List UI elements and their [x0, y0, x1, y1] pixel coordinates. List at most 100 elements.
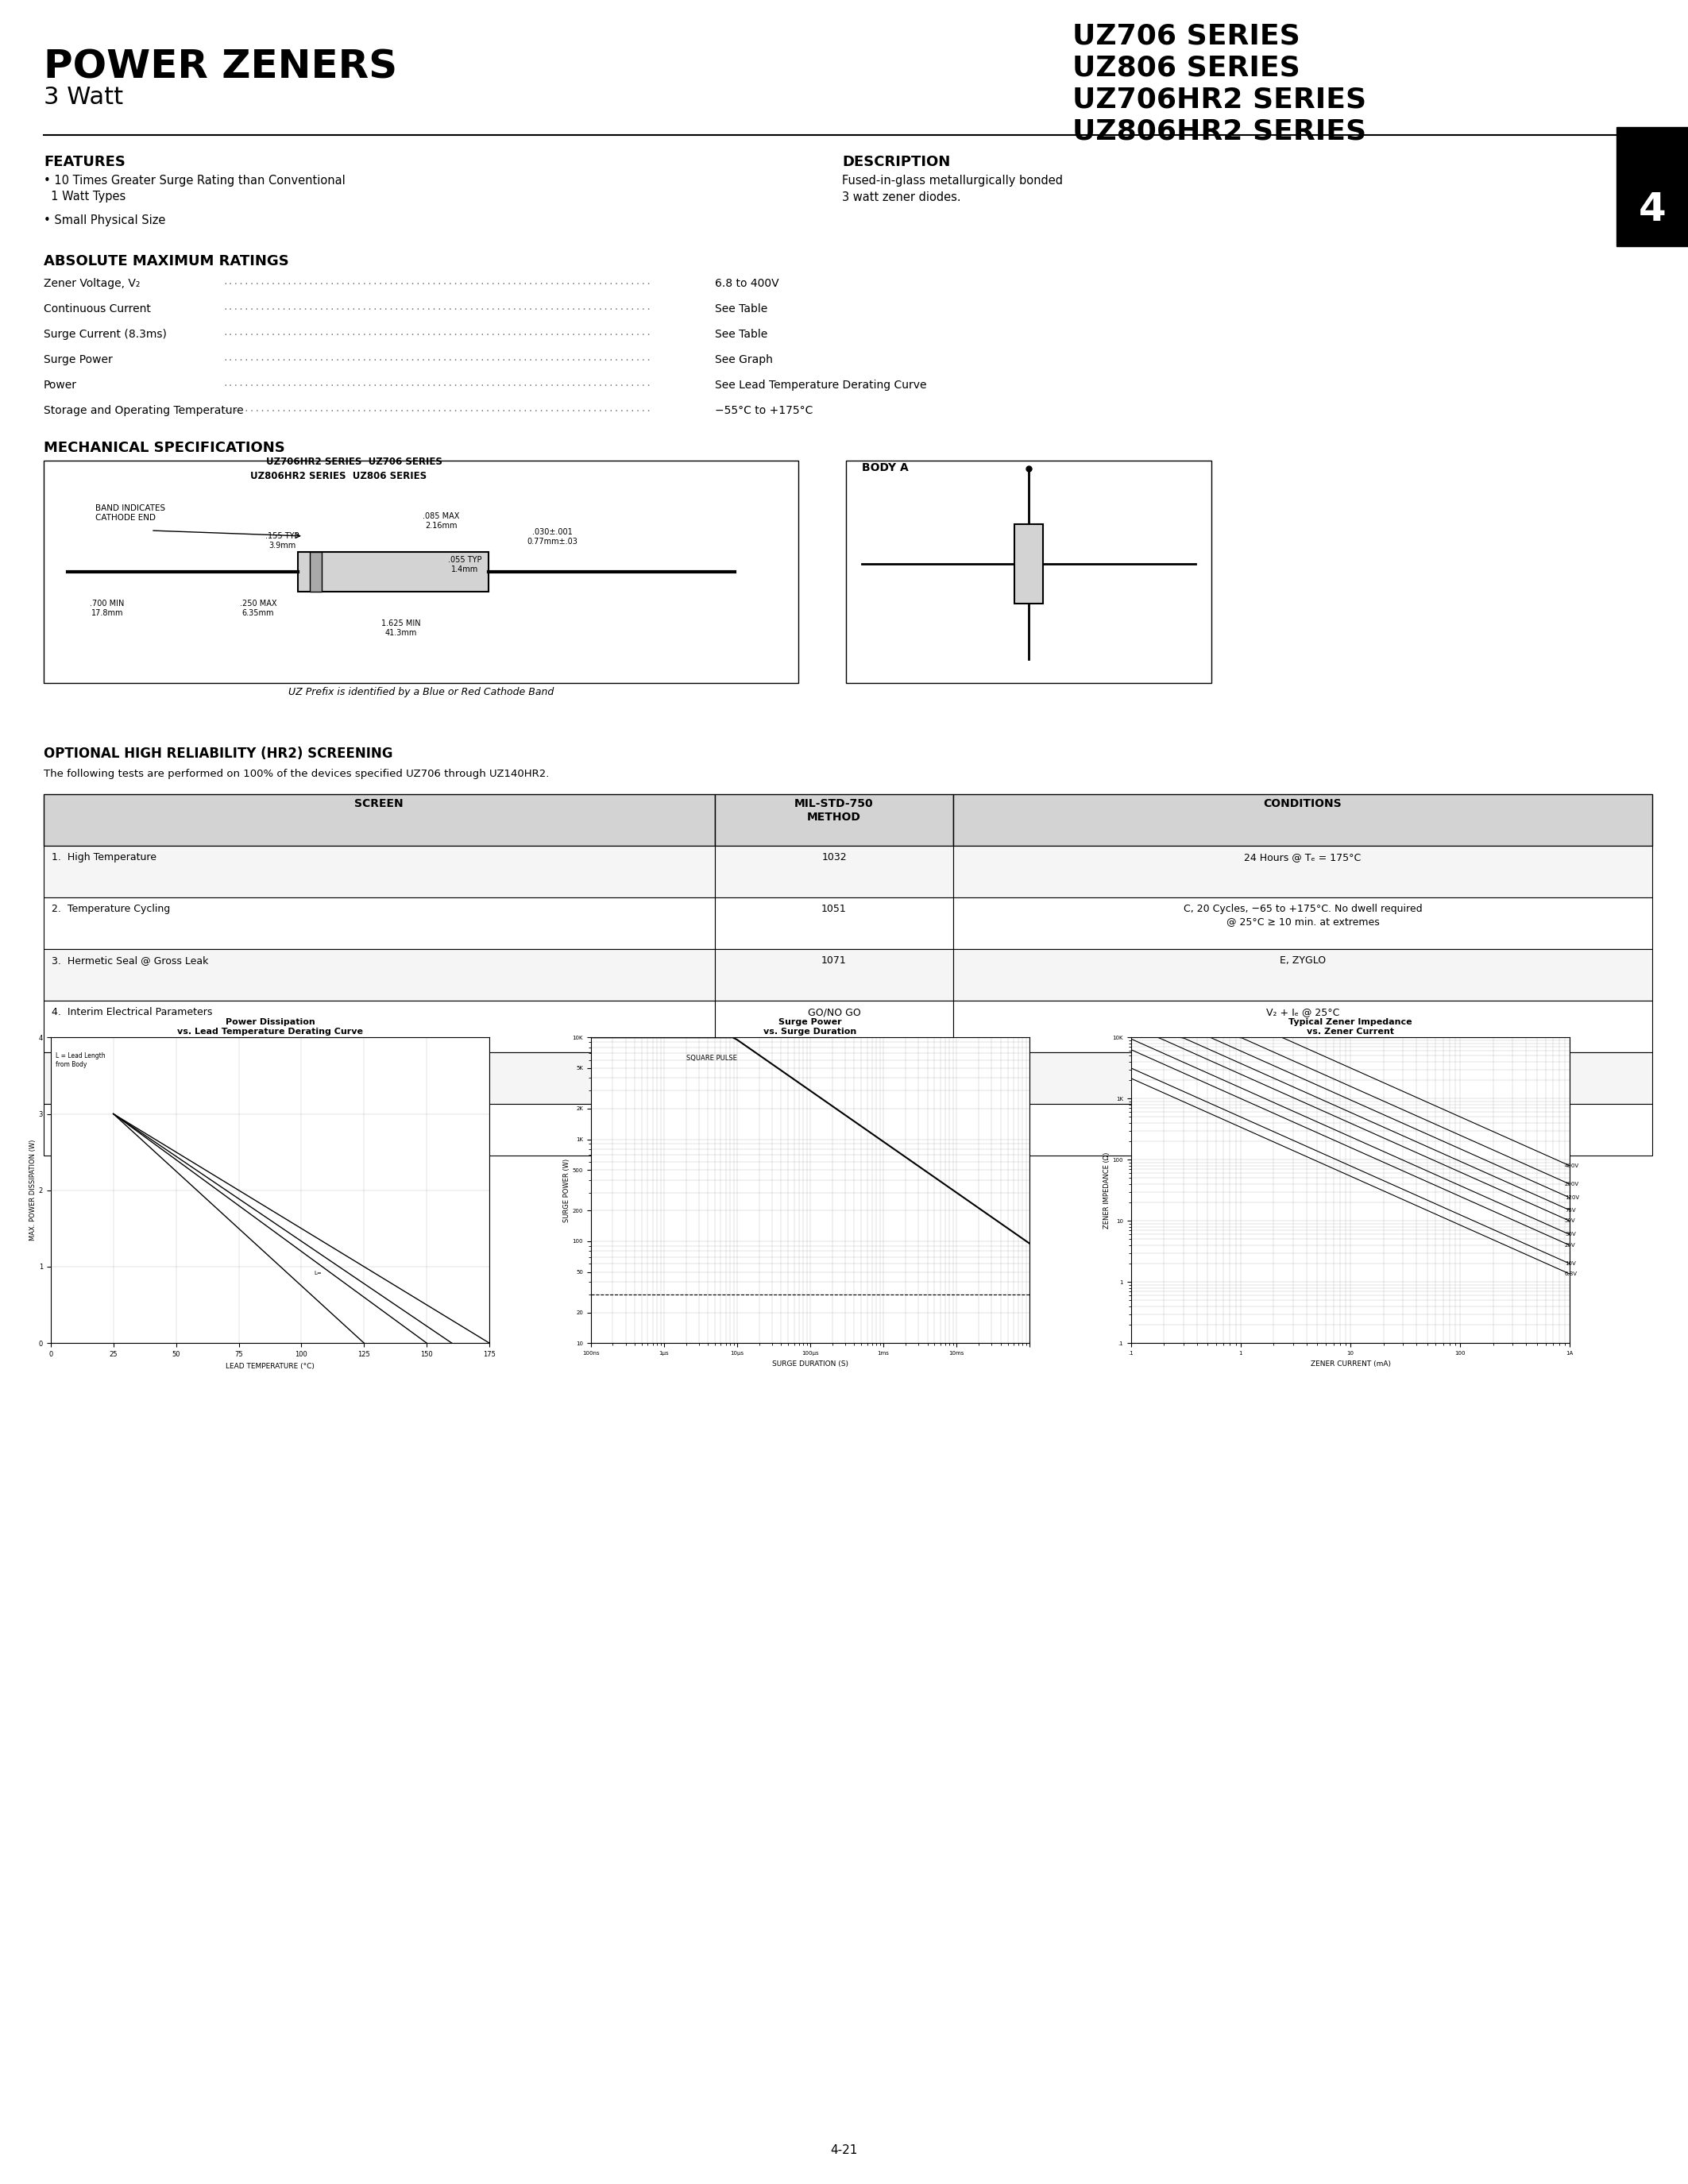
Title: Typical Zener Impedance
vs. Zener Current: Typical Zener Impedance vs. Zener Curren…	[1288, 1018, 1413, 1035]
Y-axis label: ZENER IMPEDANCE (Ω): ZENER IMPEDANCE (Ω)	[1104, 1151, 1111, 1230]
Text: ................................................................................: ........................................…	[223, 354, 652, 363]
Text: 6.8V: 6.8V	[1565, 1271, 1578, 1275]
Text: MIL-STD-750
METHOD: MIL-STD-750 METHOD	[795, 797, 874, 823]
Text: L=: L=	[314, 1271, 322, 1275]
Title: Power Dissipation
vs. Lead Temperature Derating Curve: Power Dissipation vs. Lead Temperature D…	[177, 1018, 363, 1035]
Text: OPTIONAL HIGH RELIABILITY (HR2) SCREENING: OPTIONAL HIGH RELIABILITY (HR2) SCREENIN…	[44, 747, 393, 760]
Text: UZ806HR2 SERIES: UZ806HR2 SERIES	[1072, 118, 1366, 144]
Bar	[44, 461, 798, 684]
Text: L = Lead Length
from Body: L = Lead Length from Body	[56, 1053, 105, 1068]
Bar	[954, 1103, 1653, 1155]
Bar	[954, 845, 1653, 898]
Text: GO/NO GO: GO/NO GO	[807, 1007, 861, 1018]
Bar	[716, 950, 954, 1000]
Text: ................................................................................: ........................................…	[223, 330, 652, 336]
Text: UZ706HR2 SERIES  UZ706 SERIES: UZ706HR2 SERIES UZ706 SERIES	[267, 456, 442, 467]
Text: ................................................................................: ........................................…	[223, 404, 652, 413]
Y-axis label: MAX. POWER DISSIPATION (W): MAX. POWER DISSIPATION (W)	[29, 1140, 37, 1241]
Text: 30V: 30V	[1565, 1232, 1575, 1236]
Text: See Lead Temperature Derating Curve: See Lead Temperature Derating Curve	[716, 380, 927, 391]
Text: 3 Watt: 3 Watt	[44, 85, 123, 109]
Bar	[44, 795, 716, 845]
Text: POWER ZENERS: POWER ZENERS	[44, 48, 397, 85]
Bar	[954, 795, 1653, 845]
Text: Surge Current (8.3ms): Surge Current (8.3ms)	[44, 330, 167, 341]
Text: ................................................................................: ........................................…	[223, 277, 652, 286]
Text: DESCRIPTION: DESCRIPTION	[842, 155, 950, 168]
Bar	[716, 898, 954, 950]
Bar	[954, 1053, 1653, 1103]
Text: MECHANICAL SPECIFICATIONS: MECHANICAL SPECIFICATIONS	[44, 441, 285, 454]
Text: UZ806HR2 SERIES  UZ806 SERIES: UZ806HR2 SERIES UZ806 SERIES	[250, 472, 427, 480]
Text: • 10 Times Greater Surge Rating than Conventional
  1 Watt Types: • 10 Times Greater Surge Rating than Con…	[44, 175, 346, 203]
Bar	[716, 1053, 954, 1103]
Text: V₂ + Iₑ @ 25°C: V₂ + Iₑ @ 25°C	[1266, 1007, 1340, 1018]
Text: C, 20 Cycles, −65 to +175°C. No dwell required
@ 25°C ≥ 10 min. at extremes: C, 20 Cycles, −65 to +175°C. No dwell re…	[1183, 904, 1421, 926]
Text: See Table: See Table	[716, 304, 768, 314]
Text: E, ZYGLO: E, ZYGLO	[1280, 954, 1325, 965]
Text: UZ706 SERIES: UZ706 SERIES	[1072, 22, 1300, 50]
Text: 10V: 10V	[1565, 1262, 1575, 1267]
Text: 4.  Interim Electrical Parameters: 4. Interim Electrical Parameters	[52, 1007, 213, 1018]
Text: The following tests are performed on 100% of the devices specified UZ706 through: The following tests are performed on 100…	[44, 769, 549, 780]
Text: ................................................................................: ........................................…	[223, 304, 652, 312]
Text: B, 96 Hours, Tₑ = 25°C, I₂ adjusted so that
150°C ≤ T⩼ ≤ 175°C: B, 96 Hours, Tₑ = 25°C, I₂ adjusted so t…	[1197, 1059, 1408, 1081]
Text: 6.8 to 400V: 6.8 to 400V	[716, 277, 778, 288]
Text: 400V: 400V	[1565, 1164, 1580, 1168]
Bar	[44, 1000, 716, 1053]
Text: 1071: 1071	[822, 954, 847, 965]
Bar	[716, 1103, 954, 1155]
Text: 1032: 1032	[822, 852, 847, 863]
Text: 24 Hours @ Tₑ = 175°C: 24 Hours @ Tₑ = 175°C	[1244, 852, 1361, 863]
Y-axis label: SURGE POWER (W): SURGE POWER (W)	[564, 1158, 571, 1223]
Bar	[846, 461, 1212, 684]
Text: ABSOLUTE MAXIMUM RATINGS: ABSOLUTE MAXIMUM RATINGS	[44, 253, 289, 269]
Text: See Graph: See Graph	[716, 354, 773, 365]
Text: .250 MAX
6.35mm: .250 MAX 6.35mm	[240, 601, 277, 616]
Text: SQUARE PULSE: SQUARE PULSE	[685, 1055, 736, 1061]
Text: 75V: 75V	[1565, 1208, 1575, 1212]
Text: Continuous Current: Continuous Current	[44, 304, 150, 314]
Text: 3.  Hermetic Seal @ Gross Leak: 3. Hermetic Seal @ Gross Leak	[52, 954, 208, 965]
Text: 200V: 200V	[1565, 1182, 1580, 1186]
Text: .055 TYP
1.4mm: .055 TYP 1.4mm	[447, 557, 481, 572]
Bar	[954, 1000, 1653, 1053]
Text: Storage and Operating Temperature: Storage and Operating Temperature	[44, 404, 243, 417]
Bar	[44, 950, 716, 1000]
Text: 20V: 20V	[1565, 1243, 1575, 1247]
Text: 120V: 120V	[1565, 1195, 1580, 1201]
Text: .030±.001
0.77mm±.03: .030±.001 0.77mm±.03	[527, 529, 577, 546]
Bar	[44, 1103, 716, 1155]
Text: UZ706HR2 SERIES: UZ706HR2 SERIES	[1072, 85, 1366, 114]
X-axis label: LEAD TEMPERATURE (°C): LEAD TEMPERATURE (°C)	[226, 1363, 314, 1369]
Text: V₂ + Iₑ @ 25°C
PDA = 10% (Final Electricals): V₂ + Iₑ @ 25°C PDA = 10% (Final Electric…	[1231, 1109, 1376, 1133]
Text: SCREEN: SCREEN	[354, 797, 403, 810]
Text: Surge Power: Surge Power	[44, 354, 113, 365]
Text: 5.  Power Burn-in: 5. Power Burn-in	[52, 1059, 137, 1068]
Text: • Small Physical Size: • Small Physical Size	[44, 214, 165, 227]
Text: BAND INDICATES
CATHODE END: BAND INDICATES CATHODE END	[95, 505, 165, 522]
Text: 1.  High Temperature: 1. High Temperature	[52, 852, 157, 863]
Title: Surge Power
vs. Surge Duration: Surge Power vs. Surge Duration	[763, 1018, 858, 1035]
Text: UZ Prefix is identified by a Blue or Red Cathode Band: UZ Prefix is identified by a Blue or Red…	[289, 688, 554, 697]
Text: 4-21: 4-21	[830, 2145, 858, 2156]
Text: See Table: See Table	[716, 330, 768, 341]
Text: FEATURES: FEATURES	[44, 155, 125, 168]
Bar	[716, 1000, 954, 1053]
Text: Zener Voltage, V₂: Zener Voltage, V₂	[44, 277, 140, 288]
Bar	[44, 898, 716, 950]
Text: 6.  Final Electrical Parameters: 6. Final Electrical Parameters	[52, 1109, 199, 1120]
Text: 4: 4	[1639, 190, 1666, 229]
Text: .155 TYP
3.9mm: .155 TYP 3.9mm	[265, 533, 299, 548]
Text: BODY A: BODY A	[863, 463, 908, 474]
Text: ................................................................................: ........................................…	[223, 380, 652, 387]
Text: −55°C to +175°C: −55°C to +175°C	[716, 404, 814, 417]
Text: .085 MAX
2.16mm: .085 MAX 2.16mm	[422, 513, 459, 529]
Bar	[44, 845, 716, 898]
X-axis label: SURGE DURATION (S): SURGE DURATION (S)	[771, 1361, 849, 1367]
Bar	[716, 795, 954, 845]
Bar	[716, 845, 954, 898]
Text: Fused-in-glass metallurgically bonded
3 watt zener diodes.: Fused-in-glass metallurgically bonded 3 …	[842, 175, 1063, 203]
Text: GO/NO GO: GO/NO GO	[807, 1109, 861, 1120]
Bar	[311, 553, 322, 592]
